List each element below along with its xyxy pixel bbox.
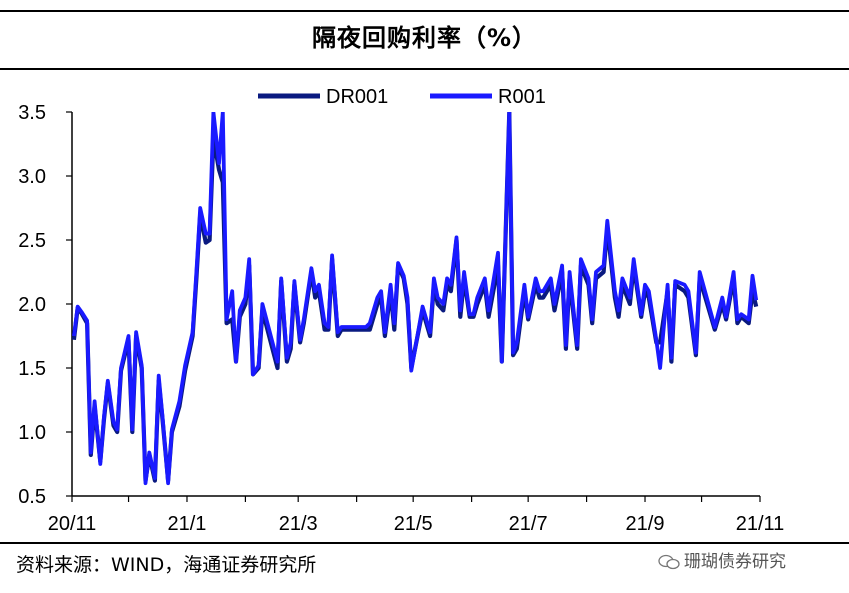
y-tick-label: 0.5	[18, 486, 46, 508]
watermark-text: 珊瑚债券研究	[684, 552, 786, 572]
legend-label-dr001: DR001	[326, 86, 388, 108]
x-tick-label: 21/3	[279, 513, 318, 535]
title-bar	[0, 10, 849, 70]
x-tick-label: 21/9	[626, 513, 665, 535]
chart-title: 隔夜回购利率（%）	[311, 24, 538, 52]
legend: DR001 R001	[258, 86, 546, 108]
source-divider	[0, 542, 849, 544]
x-tick-label: 21/5	[394, 513, 433, 535]
y-tick-label: 3.0	[18, 166, 46, 188]
legend-label-r001: R001	[498, 86, 546, 108]
x-tick-label: 20/11	[48, 513, 97, 535]
series-layer	[72, 112, 759, 486]
y-tick-label: 1.0	[18, 422, 46, 444]
watermark: 珊瑚债券研究	[658, 547, 786, 572]
x-tick-label: 21/7	[509, 513, 548, 535]
y-tick-label: 3.5	[18, 102, 46, 124]
source-note: 资料来源：WIND，海通证券研究所	[16, 554, 317, 576]
series-line-r001	[72, 112, 759, 486]
y-tick-label: 2.0	[18, 294, 46, 316]
x-tick-label: 21/11	[736, 513, 785, 535]
y-tick-label: 2.5	[18, 230, 46, 252]
x-tick-label: 21/1	[168, 513, 207, 535]
axes: 0.5 1.0 1.5 2.0 2.5 3.0 3.5 20/11 21/1 21/3 21/5 21…	[18, 102, 784, 535]
series-line-dr001	[72, 112, 759, 483]
y-tick-label: 1.5	[18, 358, 46, 380]
wechat-icon	[658, 554, 680, 570]
